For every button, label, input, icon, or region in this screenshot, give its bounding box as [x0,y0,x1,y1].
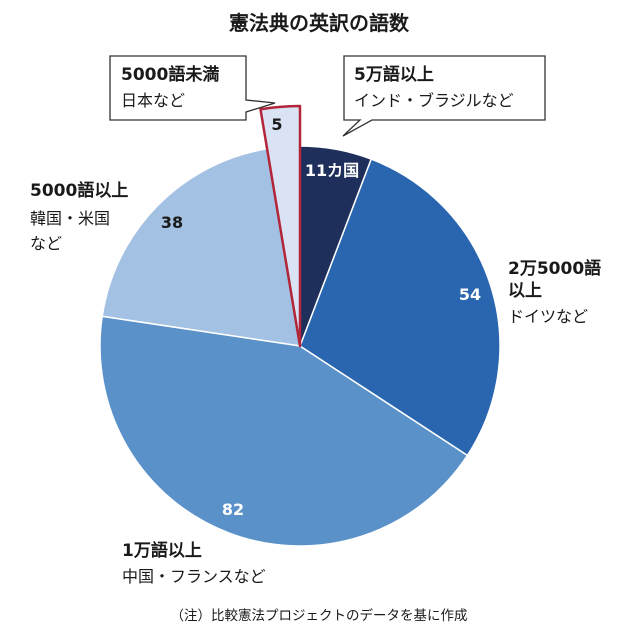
callout-under-5000: 5000語未満 日本など [109,55,276,121]
examples-50000-plus: インド・ブラジルなど [354,91,514,110]
callout-50000-plus: 5万語以上 インド・ブラジルなど [342,55,546,137]
slice-under-5000 [259,104,302,348]
category-50000-plus: 5万語以上 [354,64,434,85]
value-label-10000-plus: 82 [222,500,244,519]
examples-5000-plus-line2: など [30,234,62,253]
category-25000-plus-line1: 2万5000語 [508,258,601,279]
examples-under-5000: 日本など [121,91,185,110]
slice-10000-plus [99,315,469,547]
chart-title: 憲法典の英訳の語数 [229,11,410,35]
category-5000-plus: 5000語以上 [30,180,128,201]
category-10000-plus: 1万語以上 [122,540,202,561]
slice-5000-plus [101,147,301,347]
examples-25000-plus: ドイツなど [508,307,588,326]
value-label-5000-plus: 38 [161,213,183,232]
slice-25000-plus [299,158,501,457]
examples-5000-plus-line1: 韓国・米国 [30,209,110,228]
value-label-50000-plus: 11カ国 [305,161,359,180]
value-label-25000-plus: 54 [459,285,481,304]
slices-group [99,104,501,547]
value-label-under-5000: 5 [271,115,282,134]
examples-10000-plus: 中国・フランスなど [122,567,266,586]
category-25000-plus-line2: 以上 [508,281,542,301]
source-note: （注）比較憲法プロジェクトのデータを基に作成 [171,607,468,624]
category-under-5000: 5000語未満 [121,64,219,85]
